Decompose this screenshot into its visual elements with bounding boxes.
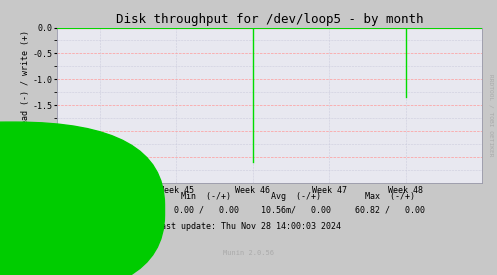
Text: Cur  (-/+): Cur (-/+) [102, 192, 152, 201]
Text: Munin 2.0.56: Munin 2.0.56 [223, 250, 274, 256]
Text: 0.00 /   0.00: 0.00 / 0.00 [94, 206, 159, 215]
Text: Last update: Thu Nov 28 14:00:03 2024: Last update: Thu Nov 28 14:00:03 2024 [156, 222, 341, 231]
Text: RRDTOOL / TOBI OETIKER: RRDTOOL / TOBI OETIKER [489, 74, 494, 157]
Text: 10.56m/   0.00: 10.56m/ 0.00 [261, 206, 331, 215]
Text: 0.00 /   0.00: 0.00 / 0.00 [174, 206, 239, 215]
Text: Min  (-/+): Min (-/+) [181, 192, 231, 201]
Text: Avg  (-/+): Avg (-/+) [271, 192, 321, 201]
Text: 60.82 /   0.00: 60.82 / 0.00 [355, 206, 425, 215]
Y-axis label: Pr second read (-) / write (+): Pr second read (-) / write (+) [21, 30, 30, 180]
Title: Disk throughput for /dev/loop5 - by month: Disk throughput for /dev/loop5 - by mont… [116, 13, 423, 26]
Text: Max  (-/+): Max (-/+) [365, 192, 415, 201]
Text: Bytes: Bytes [19, 205, 44, 214]
